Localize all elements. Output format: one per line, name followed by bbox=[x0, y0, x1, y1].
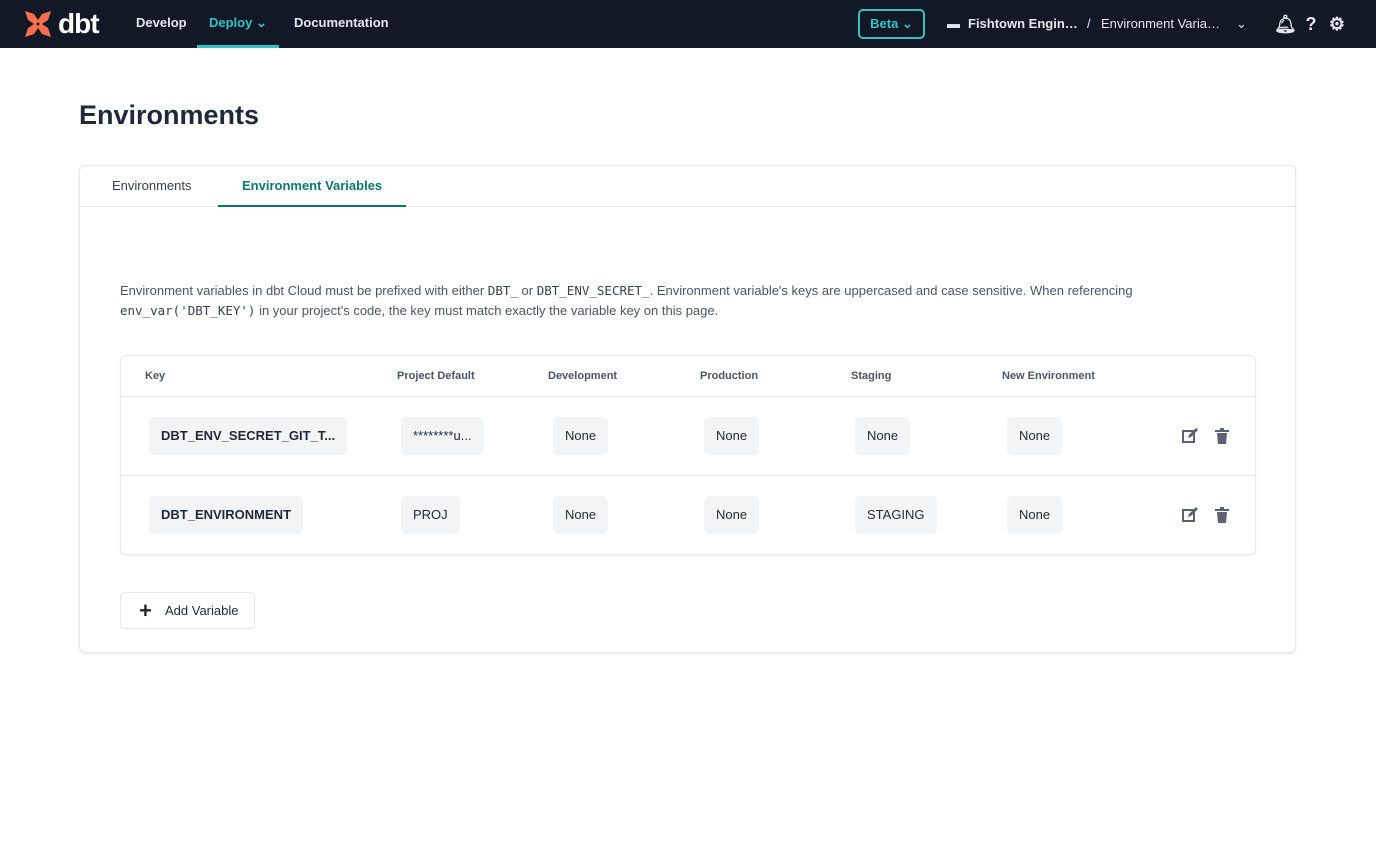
tab-bar: Environments Environment Variables bbox=[80, 166, 1295, 207]
project-default-value: ********u... bbox=[401, 417, 484, 455]
column-header: Production bbox=[700, 370, 759, 382]
desc-text: Environment variables in dbt Cloud must … bbox=[120, 283, 488, 298]
column-header: Key bbox=[145, 370, 166, 382]
column-header: Project Default bbox=[397, 370, 475, 382]
column-header: Staging bbox=[851, 370, 892, 382]
plus-icon: + bbox=[139, 598, 152, 623]
desc-text: . Environment variable's keys are upperc… bbox=[649, 283, 1133, 298]
chevron-down-icon[interactable]: ⌄ bbox=[1236, 16, 1247, 31]
table-row: DBT_ENVIRONMENT PROJ None None STAGING N… bbox=[121, 476, 1255, 555]
folder-icon: ▬ bbox=[947, 16, 960, 31]
production-value: None bbox=[704, 496, 760, 534]
dbt-logo[interactable]: dbt bbox=[22, 8, 100, 40]
tab-environments[interactable]: Environments bbox=[112, 178, 192, 193]
gear-icon[interactable]: ⚙ bbox=[1328, 14, 1346, 34]
desc-text: or bbox=[517, 283, 537, 298]
breadcrumb-separator: / bbox=[1087, 16, 1091, 31]
environments-card: Environments Environment Variables Envir… bbox=[79, 165, 1296, 653]
edit-icon[interactable] bbox=[1181, 506, 1199, 524]
page-title: Environments bbox=[79, 100, 260, 130]
column-header: Development bbox=[548, 370, 618, 382]
development-value: None bbox=[553, 417, 609, 455]
variable-key: DBT_ENVIRONMENT bbox=[149, 496, 304, 534]
add-variable-label: Add Variable bbox=[165, 603, 239, 618]
chevron-down-icon: ⌄ bbox=[255, 15, 267, 30]
development-value: None bbox=[553, 496, 609, 534]
add-variable-button[interactable]: + Add Variable bbox=[120, 592, 255, 629]
nav-documentation[interactable]: Documentation bbox=[294, 15, 389, 30]
staging-value: STAGING bbox=[855, 496, 937, 534]
tab-environment-variables[interactable]: Environment Variables bbox=[218, 166, 407, 207]
variable-key: DBT_ENV_SECRET_GIT_T... bbox=[149, 417, 348, 455]
nav-deploy[interactable]: Deploy ⌄ bbox=[197, 0, 279, 48]
new-environment-value: None bbox=[1007, 496, 1063, 534]
trash-icon[interactable] bbox=[1213, 506, 1231, 524]
top-nav: dbt Develop Deploy ⌄ Documentation Beta … bbox=[0, 0, 1376, 48]
project-default-value: PROJ bbox=[401, 496, 460, 534]
table-header: Key Project Default Development Producti… bbox=[121, 356, 1255, 397]
column-header: New Environment bbox=[1002, 370, 1095, 382]
env-vars-table: Key Project Default Development Producti… bbox=[120, 355, 1256, 555]
production-value: None bbox=[704, 417, 760, 455]
dbt-logo-icon bbox=[25, 11, 51, 37]
account-breadcrumb[interactable]: Fishtown Engin… bbox=[968, 16, 1078, 31]
help-icon[interactable]: ? bbox=[1305, 14, 1317, 34]
trash-icon[interactable] bbox=[1213, 427, 1231, 445]
beta-label: Beta bbox=[870, 16, 899, 31]
staging-value: None bbox=[855, 417, 911, 455]
new-environment-value: None bbox=[1007, 417, 1063, 455]
nav-deploy-label: Deploy bbox=[209, 15, 253, 30]
edit-icon[interactable] bbox=[1181, 427, 1199, 445]
nav-develop[interactable]: Develop bbox=[136, 15, 187, 30]
desc-text: in your project's code, the key must mat… bbox=[255, 303, 719, 318]
description: Environment variables in dbt Cloud must … bbox=[120, 281, 1220, 321]
bell-icon[interactable]: 🔔︎ bbox=[1274, 14, 1297, 34]
desc-code: DBT_ bbox=[487, 283, 518, 298]
desc-code: DBT_ENV_SECRET_ bbox=[536, 283, 650, 298]
table-row: DBT_ENV_SECRET_GIT_T... ********u... Non… bbox=[121, 397, 1255, 476]
chevron-down-icon: ⌄ bbox=[901, 16, 913, 31]
beta-dropdown[interactable]: Beta ⌄ bbox=[858, 9, 925, 39]
desc-code: env_var('DBT_KEY') bbox=[120, 303, 256, 318]
project-breadcrumb[interactable]: Environment Varia… bbox=[1101, 16, 1220, 31]
